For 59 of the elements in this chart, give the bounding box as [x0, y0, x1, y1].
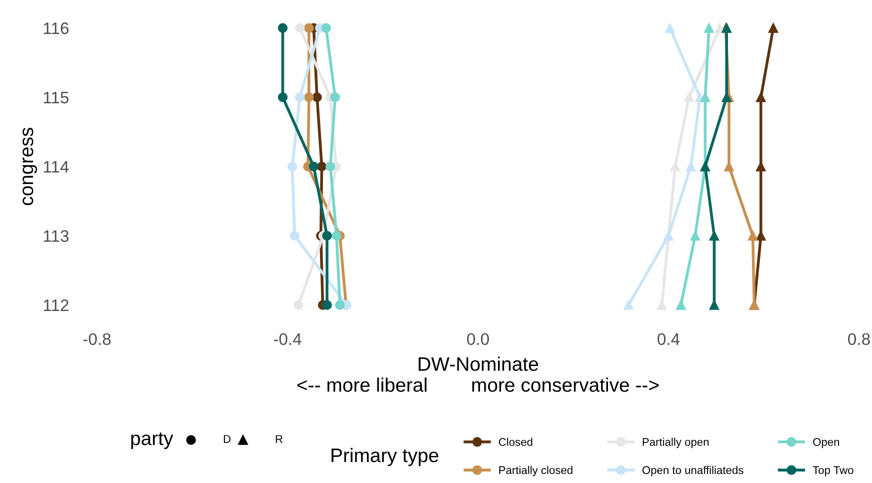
x-tick-label: 0.4 [658, 333, 680, 346]
point [278, 23, 288, 33]
x-tick-label: -0.4 [274, 333, 302, 346]
point [304, 23, 314, 33]
text: R [276, 435, 283, 443]
point [295, 92, 305, 102]
legend-label: Closed [498, 438, 532, 446]
x-tick-label: 0.0 [467, 333, 489, 346]
point [290, 230, 300, 241]
point [312, 92, 322, 102]
point [322, 230, 332, 241]
point [690, 230, 700, 241]
point [709, 230, 720, 241]
point [278, 92, 288, 102]
legend-label: Partially closed [499, 466, 572, 476]
point [624, 300, 634, 310]
point [768, 23, 778, 33]
point [670, 162, 680, 172]
legend-label: Open to unaffiliateds [642, 466, 744, 476]
point [686, 162, 696, 172]
y-tick-label: 112 [44, 299, 68, 312]
point [684, 92, 694, 102]
point [656, 300, 667, 310]
point [326, 162, 336, 172]
point [335, 300, 345, 310]
point [756, 92, 766, 102]
point [665, 23, 675, 33]
point [724, 162, 734, 172]
point [715, 23, 725, 33]
point [322, 300, 332, 310]
text: party [131, 432, 174, 450]
x-axis-title: DW-Nominate <-- more liberal more conservative --> [297, 356, 659, 392]
y-tick-label: 115 [44, 92, 69, 104]
text: D [224, 435, 230, 443]
legend-title: Primary type [332, 448, 438, 466]
x-tick-label: 0.8 [848, 333, 870, 346]
point [287, 162, 298, 172]
point [321, 23, 331, 33]
legend-label: Top Two [812, 466, 854, 476]
point [308, 162, 319, 172]
legend-label: Partially open [642, 438, 709, 448]
point [748, 230, 758, 241]
y-tick-label: 116 [44, 22, 68, 34]
point [330, 92, 340, 102]
point [676, 300, 686, 310]
y-tick-label: 114 [44, 161, 69, 173]
x-tick-label: -0.8 [83, 333, 111, 346]
y-axis-title: congress [22, 128, 38, 206]
point [294, 300, 304, 310]
point [722, 92, 732, 102]
point [704, 23, 714, 33]
point [756, 230, 766, 241]
legend-label: Open [813, 438, 840, 448]
point [295, 23, 305, 33]
point [709, 300, 720, 310]
point [756, 162, 766, 172]
point [332, 230, 342, 241]
y-tick-label: 113 [44, 230, 68, 242]
point [304, 92, 314, 102]
